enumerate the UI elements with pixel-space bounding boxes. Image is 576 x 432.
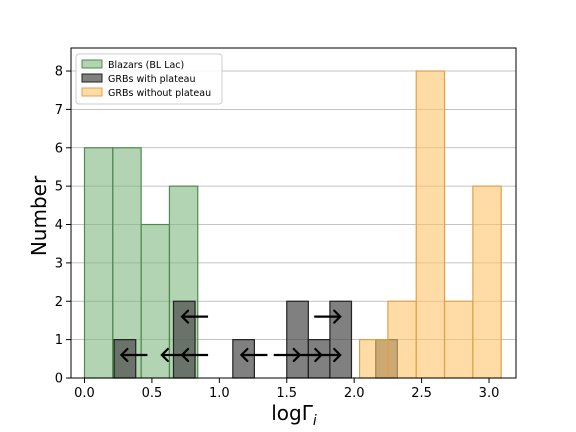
- legend-entry: GRBs with plateau: [81, 73, 196, 85]
- legend: Blazars (BL Lac) GRBs with plateau GRBs wi…: [75, 53, 223, 105]
- bar-series-1: [329, 300, 353, 379]
- x-tick-label: 0.0: [74, 386, 95, 401]
- y-tick-label: 8: [55, 65, 63, 80]
- bar-series-1: [307, 339, 331, 379]
- x-axis-label: logΓi: [271, 401, 317, 429]
- limit-arrow-left: [180, 309, 209, 324]
- bar-series-2: [387, 300, 417, 379]
- y-tick-label: 2: [55, 295, 63, 310]
- legend-swatch: [81, 59, 103, 69]
- limit-arrow-left: [180, 347, 209, 363]
- legend-label: Blazars (BL Lac): [108, 60, 184, 71]
- axis-ticks: 0.0 0.5 1.0 1.5 2.0 2.5 3.0 0 1 2 3 4 5 6 7 8: [55, 65, 500, 401]
- y-tick-label: 1: [55, 333, 63, 348]
- legend-entry: Blazars (BL Lac): [81, 59, 184, 71]
- y-tick-label: 7: [55, 103, 63, 118]
- y-tick-label: 6: [55, 141, 63, 156]
- x-axis-label-base: logΓ: [271, 401, 313, 425]
- legend-label: GRBs with plateau: [108, 74, 196, 85]
- y-tick-label: 4: [55, 218, 63, 233]
- plot-frame: [70, 47, 517, 379]
- limit-arrow-right: [314, 309, 342, 324]
- x-tick-label: 0.5: [142, 386, 163, 401]
- y-tick-label: 0: [55, 372, 63, 387]
- bar-series-1: [232, 339, 255, 379]
- x-tick-label: 2.5: [411, 386, 432, 401]
- legend-swatch: [81, 87, 103, 97]
- histogram-bars: [83, 70, 502, 379]
- x-tick-label: 1.0: [209, 386, 230, 401]
- x-tick-label: 1.5: [276, 386, 297, 401]
- y-tick-label: 5: [55, 180, 63, 195]
- limit-arrow-left: [239, 347, 268, 363]
- y-axis-label: Number: [27, 175, 51, 256]
- x-tick-label: 3.0: [479, 386, 500, 401]
- legend-swatch: [81, 73, 103, 83]
- x-tick-label: 2.0: [344, 386, 365, 401]
- bar-series-0: [83, 147, 114, 379]
- bar-series-2: [415, 70, 446, 379]
- y-tick-label: 3: [55, 256, 63, 271]
- bar-series-1: [172, 300, 196, 379]
- bar-series-2: [472, 185, 502, 379]
- legend-entry: GRBs without plateau: [81, 87, 211, 99]
- x-axis-label-subscript: i: [313, 413, 317, 429]
- bar-series-2: [443, 300, 474, 379]
- legend-box: [75, 53, 223, 105]
- bar-series-1: [286, 300, 309, 379]
- limit-arrow-right: [314, 347, 342, 363]
- limit-arrow-left: [119, 347, 148, 363]
- bar-series-2: [358, 339, 389, 379]
- limit-arrows: [119, 309, 342, 363]
- legend-label: GRBs without plateau: [108, 88, 211, 99]
